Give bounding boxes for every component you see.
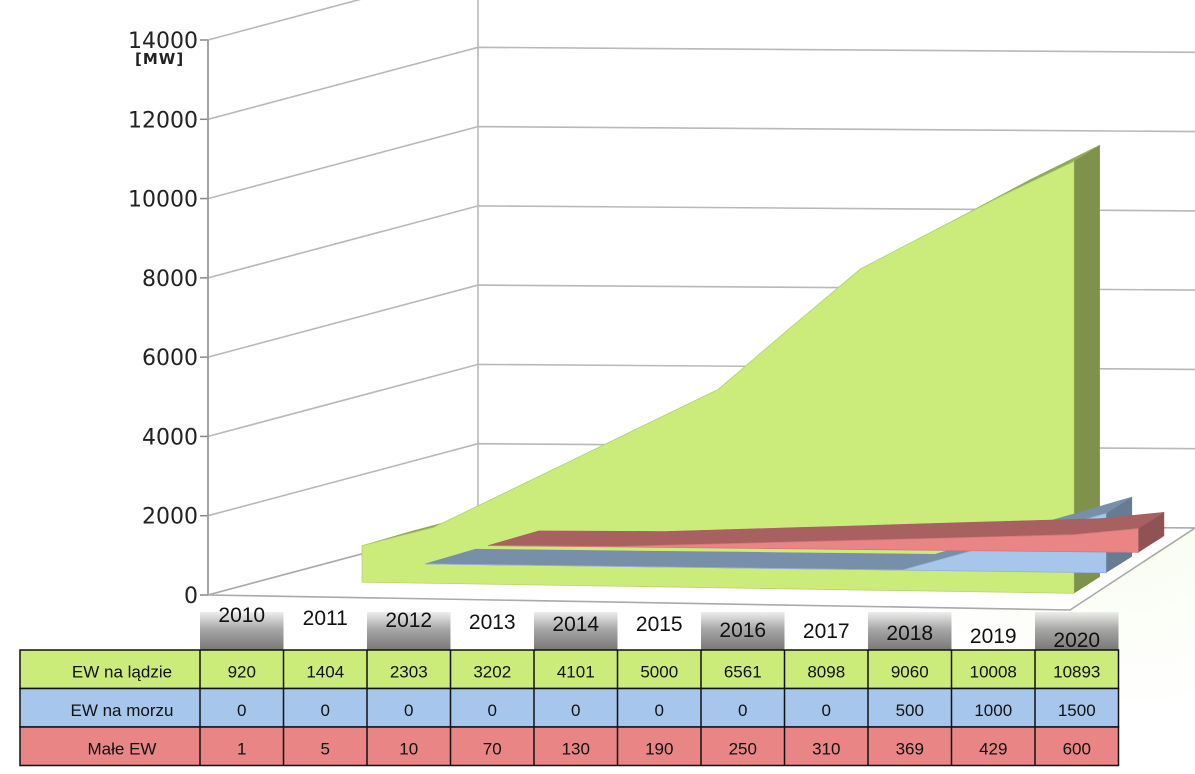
x-tick-label: 2019 [970, 625, 1017, 648]
x-tick-label: 2020 [1053, 629, 1100, 652]
table-row: EW na lądzie 920 1404 2303 3202 4101 5000 6561 8… [19, 649, 1120, 690]
table-cell: 10008 [970, 663, 1017, 682]
table-cell: 1 [237, 740, 246, 759]
y-tick-label: 12000 [128, 108, 198, 133]
series-3-side-face [1138, 512, 1165, 553]
x-tick-label: 2014 [552, 613, 599, 636]
table-cell: 600 [1063, 740, 1091, 759]
table-cell: 0 [738, 701, 747, 720]
y-tick-label: 6000 [142, 346, 198, 371]
series-1-area [361, 144, 1101, 594]
y-tick-label: 14000 [128, 29, 198, 54]
gridline [207, 0, 362, 41]
x-header-tab [200, 612, 284, 650]
y-tick-label: 10000 [128, 188, 198, 213]
table-cell: 8098 [807, 663, 845, 682]
table-row: Małe EW 1 5 10 70 130 190 250 310 369 429 600 [19, 726, 1120, 767]
data-table: EW na lądzie 920 1404 2303 3202 4101 5000 6561 8… [19, 649, 1120, 767]
table-row-label: EW na morzu [71, 701, 174, 720]
table-cell: 2303 [390, 663, 428, 682]
table-cell: 4101 [557, 663, 595, 682]
table-row-bg [19, 726, 1120, 767]
table-cell: 5000 [640, 663, 678, 682]
table-cell: 500 [896, 701, 924, 720]
x-tick-label: 2013 [469, 611, 516, 634]
table-cell: 369 [896, 740, 924, 759]
table-cell: 920 [228, 663, 256, 682]
x-tick-label: 2010 [218, 604, 265, 627]
table-row-label: EW na lądzie [72, 663, 172, 682]
x-header-tab [1035, 612, 1119, 650]
table-cell: 1500 [1058, 701, 1096, 720]
x-header-tab [534, 612, 618, 650]
x-tick-label: 2015 [636, 613, 683, 636]
table-cell: 310 [812, 740, 840, 759]
table-cell: 1000 [974, 701, 1012, 720]
side-wall [208, 0, 478, 595]
table-row-label: Małe EW [88, 740, 157, 759]
table-cell: 0 [655, 701, 664, 720]
table-cell: 0 [822, 701, 831, 720]
table-cell: 10893 [1053, 663, 1100, 682]
y-axis-ticks: 0 2000 4000 6000 8000 10000 12000 14000 [128, 29, 198, 609]
y-tick-label: 2000 [142, 505, 198, 530]
x-header-tab [868, 612, 952, 650]
plot-areas [361, 144, 1165, 594]
table-cell: 429 [979, 740, 1007, 759]
table-cell: 0 [488, 701, 497, 720]
y-axis-unit-label: [MW] [135, 50, 184, 68]
x-axis-ticks: 2010 2011 2012 2013 2014 2015 2016 2017 2018 2019… [200, 604, 1119, 652]
table-cell: 5 [321, 740, 330, 759]
table-cell: 0 [571, 701, 580, 720]
series-1-front-face [361, 160, 1075, 594]
x-tick-label: 2018 [886, 622, 933, 645]
x-header-tab [367, 612, 451, 650]
table-cell: 6561 [724, 663, 762, 682]
table-cell: 70 [483, 740, 502, 759]
x-tick-label: 2011 [303, 607, 348, 630]
table-cell: 250 [729, 740, 757, 759]
x-tick-label: 2012 [385, 609, 432, 632]
series-3-area [487, 512, 1165, 553]
table-row-bg [19, 687, 1120, 728]
table-cell: 3202 [473, 663, 511, 682]
table-cell: 0 [321, 701, 330, 720]
series-3-front-face [487, 528, 1139, 553]
table-cell: 0 [237, 701, 246, 720]
table-cell: 130 [562, 740, 590, 759]
x-tick-label: 2016 [719, 619, 766, 642]
series-1-side-face [1074, 145, 1100, 594]
table-cell: 10 [399, 740, 418, 759]
y-tick-label: 0 [184, 584, 198, 609]
table-cell: 9060 [891, 663, 929, 682]
table-cell: 190 [645, 740, 673, 759]
table-row: EW na morzu 0 0 0 0 0 0 0 0 500 1000 1500 [19, 687, 1120, 728]
table-row-bg [19, 649, 1120, 690]
x-tick-label: 2017 [803, 620, 850, 643]
x-header-tab [701, 612, 785, 650]
table-cell: 0 [404, 701, 413, 720]
table-cell: 1404 [306, 663, 344, 682]
y-tick-label: 4000 [142, 425, 198, 450]
y-tick-label: 8000 [142, 267, 198, 292]
